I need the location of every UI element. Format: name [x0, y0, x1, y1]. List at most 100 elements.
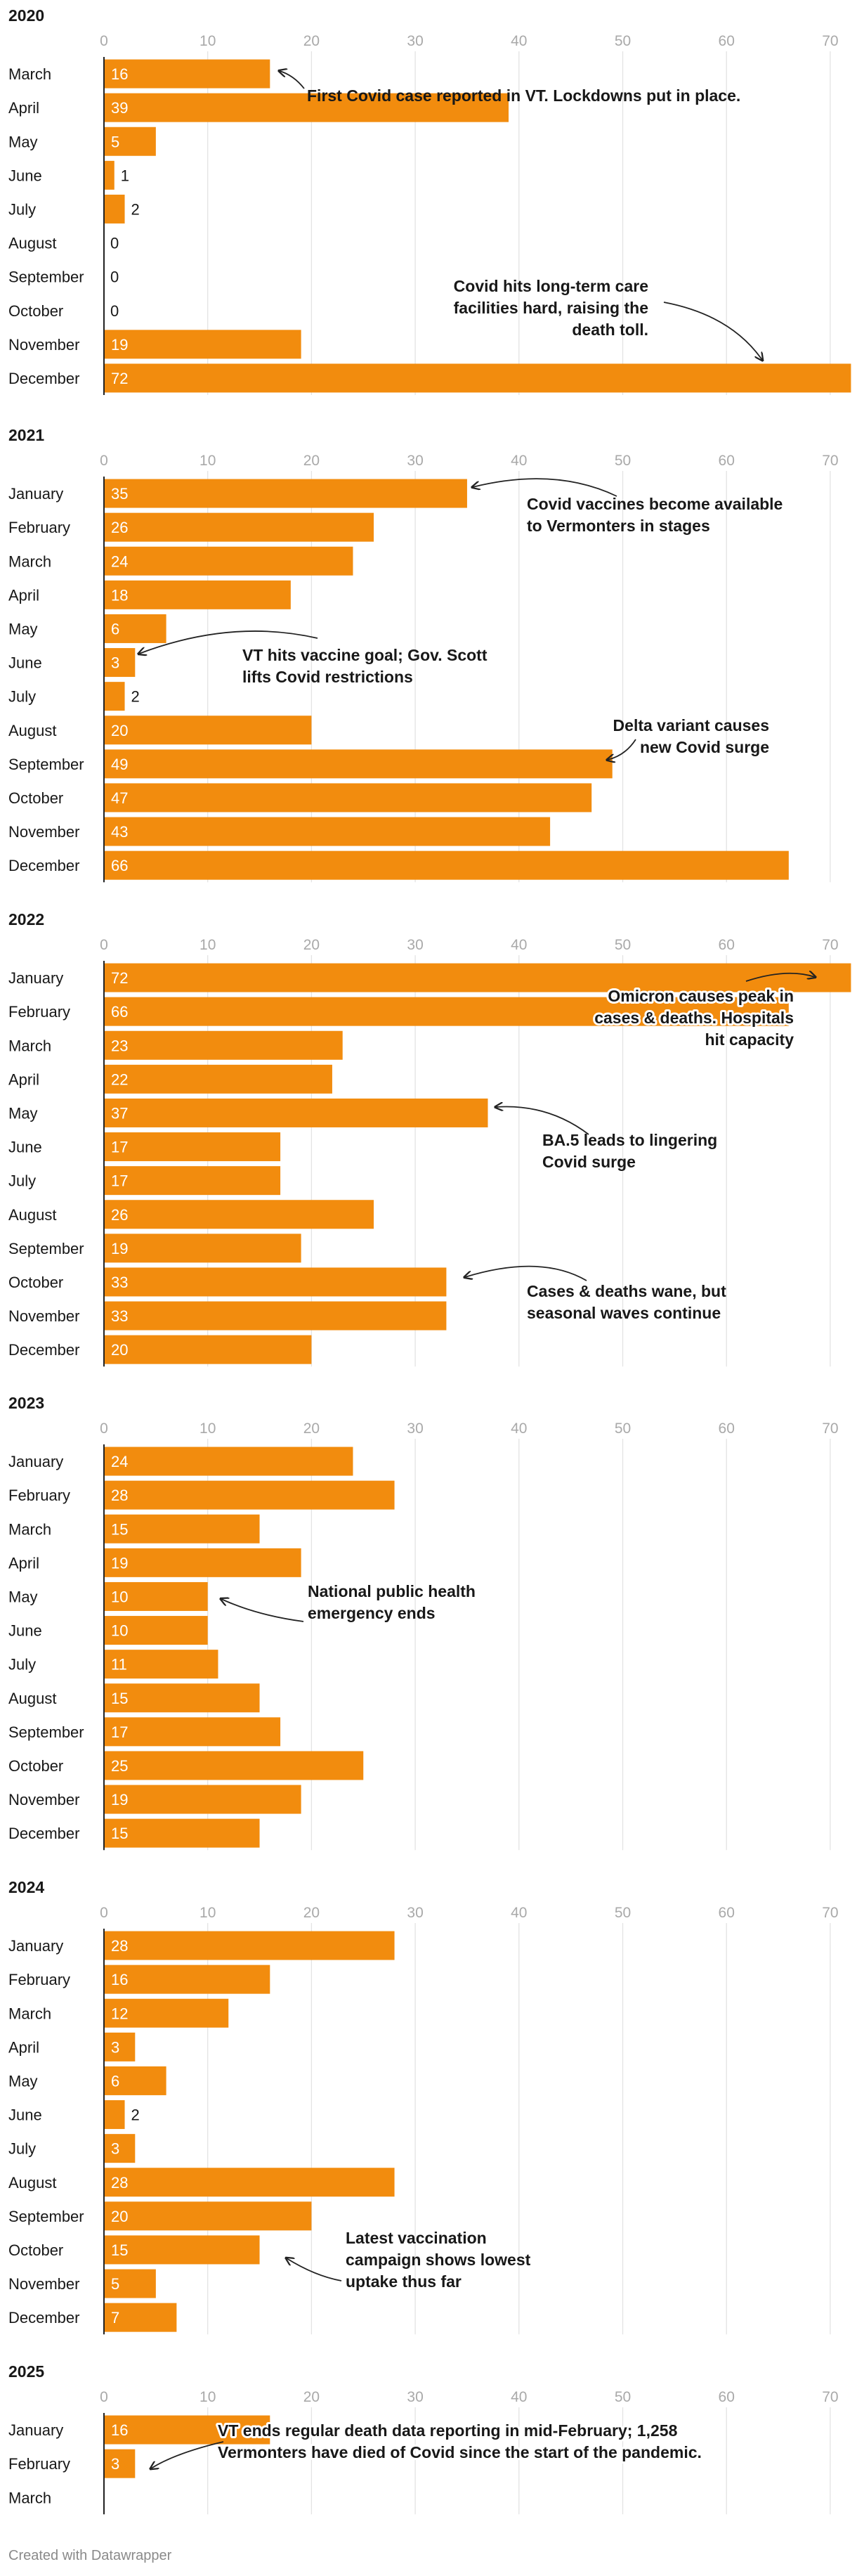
- tick-label: 60: [719, 1420, 735, 1437]
- data-label: 2: [131, 200, 140, 218]
- panel-title: 2022: [8, 910, 44, 928]
- tick-label: 70: [822, 33, 838, 49]
- data-label: 24: [111, 1453, 128, 1470]
- bar: [104, 546, 353, 576]
- bar: [104, 817, 551, 846]
- category-label: August: [8, 1690, 57, 1707]
- annotation-arrow: [151, 2441, 224, 2468]
- annotation-line: Omicron causes peak in: [608, 987, 794, 1005]
- category-label: October: [8, 302, 63, 320]
- bar: [104, 1267, 447, 1297]
- tick-label: 10: [199, 33, 216, 49]
- data-label: 19: [111, 1240, 128, 1257]
- category-label: September: [8, 1723, 84, 1741]
- data-label: 5: [111, 2275, 119, 2293]
- tick-label: 40: [511, 453, 527, 469]
- tick-label: 70: [822, 453, 838, 469]
- category-label: January: [8, 969, 63, 987]
- footer-credit: Created with Datawrapper: [8, 2548, 172, 2563]
- annotation-arrow: [280, 71, 305, 89]
- tick-label: 50: [615, 1420, 631, 1437]
- tick-label: 60: [719, 1905, 735, 1921]
- tick-label: 0: [100, 2389, 108, 2405]
- category-label: January: [8, 1453, 63, 1470]
- category-label: April: [8, 1070, 39, 1088]
- tick-label: 10: [199, 2389, 216, 2405]
- panel-title: 2023: [8, 1394, 44, 1412]
- bar: [104, 1683, 260, 1713]
- category-label: March: [8, 1520, 51, 1538]
- panel-title: 2021: [8, 426, 44, 444]
- tick-label: 30: [407, 453, 423, 469]
- bar: [104, 363, 851, 393]
- annotation-arrow: [287, 2258, 342, 2281]
- data-label: 6: [111, 620, 119, 637]
- data-label: 15: [111, 1520, 128, 1538]
- tick-label: 70: [822, 1905, 838, 1921]
- category-label: May: [8, 2072, 38, 2090]
- tick-label: 40: [511, 937, 527, 953]
- bar: [104, 614, 166, 643]
- annotation-line: Covid vaccines become available: [527, 495, 783, 513]
- bar: [104, 2269, 156, 2298]
- data-label: 19: [111, 1791, 128, 1808]
- category-label: March: [8, 2005, 51, 2022]
- data-label: 15: [111, 1690, 128, 1707]
- annotation-text: Omicron causes peak in cases & deaths. Ho…: [594, 987, 794, 1049]
- bar: [104, 716, 312, 745]
- bar: [104, 749, 613, 779]
- data-label: 10: [111, 1622, 128, 1640]
- data-label: 37: [111, 1104, 128, 1122]
- category-label: October: [8, 1274, 63, 1291]
- bar: [104, 1030, 343, 1060]
- annotation-line: VT ends regular death data reporting in …: [218, 2421, 678, 2440]
- bar: [104, 194, 125, 224]
- category-label: May: [8, 1588, 38, 1605]
- bar: [104, 963, 851, 992]
- bar: [104, 2100, 125, 2130]
- category-label: November: [8, 823, 79, 841]
- tick-label: 0: [100, 33, 108, 49]
- category-label: April: [8, 1554, 39, 1572]
- category-label: February: [8, 1487, 70, 1504]
- data-label: 2: [131, 688, 140, 706]
- bar: [104, 1446, 353, 1476]
- annotation-arrow: [745, 973, 815, 982]
- annotation-line: Covid hits long-term care: [454, 277, 648, 295]
- category-label: May: [8, 133, 38, 150]
- bar: [104, 1098, 488, 1127]
- data-label: 6: [111, 2072, 119, 2090]
- category-label: December: [8, 2309, 79, 2326]
- category-label: June: [8, 654, 42, 672]
- tick-label: 30: [407, 1905, 423, 1921]
- category-label: March: [8, 1037, 51, 1054]
- category-label: March: [8, 2489, 51, 2506]
- category-label: July: [8, 200, 36, 218]
- data-label: 1: [121, 167, 129, 184]
- bar: [104, 2449, 136, 2478]
- data-label: 28: [111, 2174, 128, 2192]
- bar: [104, 1064, 332, 1094]
- data-label: 0: [110, 302, 119, 320]
- tick-label: 0: [100, 937, 108, 953]
- annotation-arrow: [139, 630, 318, 654]
- data-label: 16: [111, 1971, 128, 1988]
- tick-label: 50: [615, 1905, 631, 1921]
- annotation-text: National public health emergency ends: [308, 1582, 476, 1622]
- annotation-line: seasonal waves continue: [527, 1304, 721, 1322]
- category-label: March: [8, 552, 51, 570]
- bar: [104, 783, 592, 813]
- bar: [104, 1480, 395, 1510]
- category-label: December: [8, 857, 79, 874]
- category-label: June: [8, 1622, 42, 1640]
- data-label: 26: [111, 1206, 128, 1224]
- data-label: 19: [111, 336, 128, 354]
- bar: [104, 1650, 218, 1679]
- tick-label: 20: [303, 33, 320, 49]
- tick-label: 20: [303, 1905, 320, 1921]
- annotation-arrow: [663, 302, 762, 360]
- category-label: November: [8, 1791, 79, 1808]
- category-label: August: [8, 2174, 57, 2192]
- tick-label: 30: [407, 1420, 423, 1437]
- annotation-line: Delta variant causes: [613, 716, 769, 734]
